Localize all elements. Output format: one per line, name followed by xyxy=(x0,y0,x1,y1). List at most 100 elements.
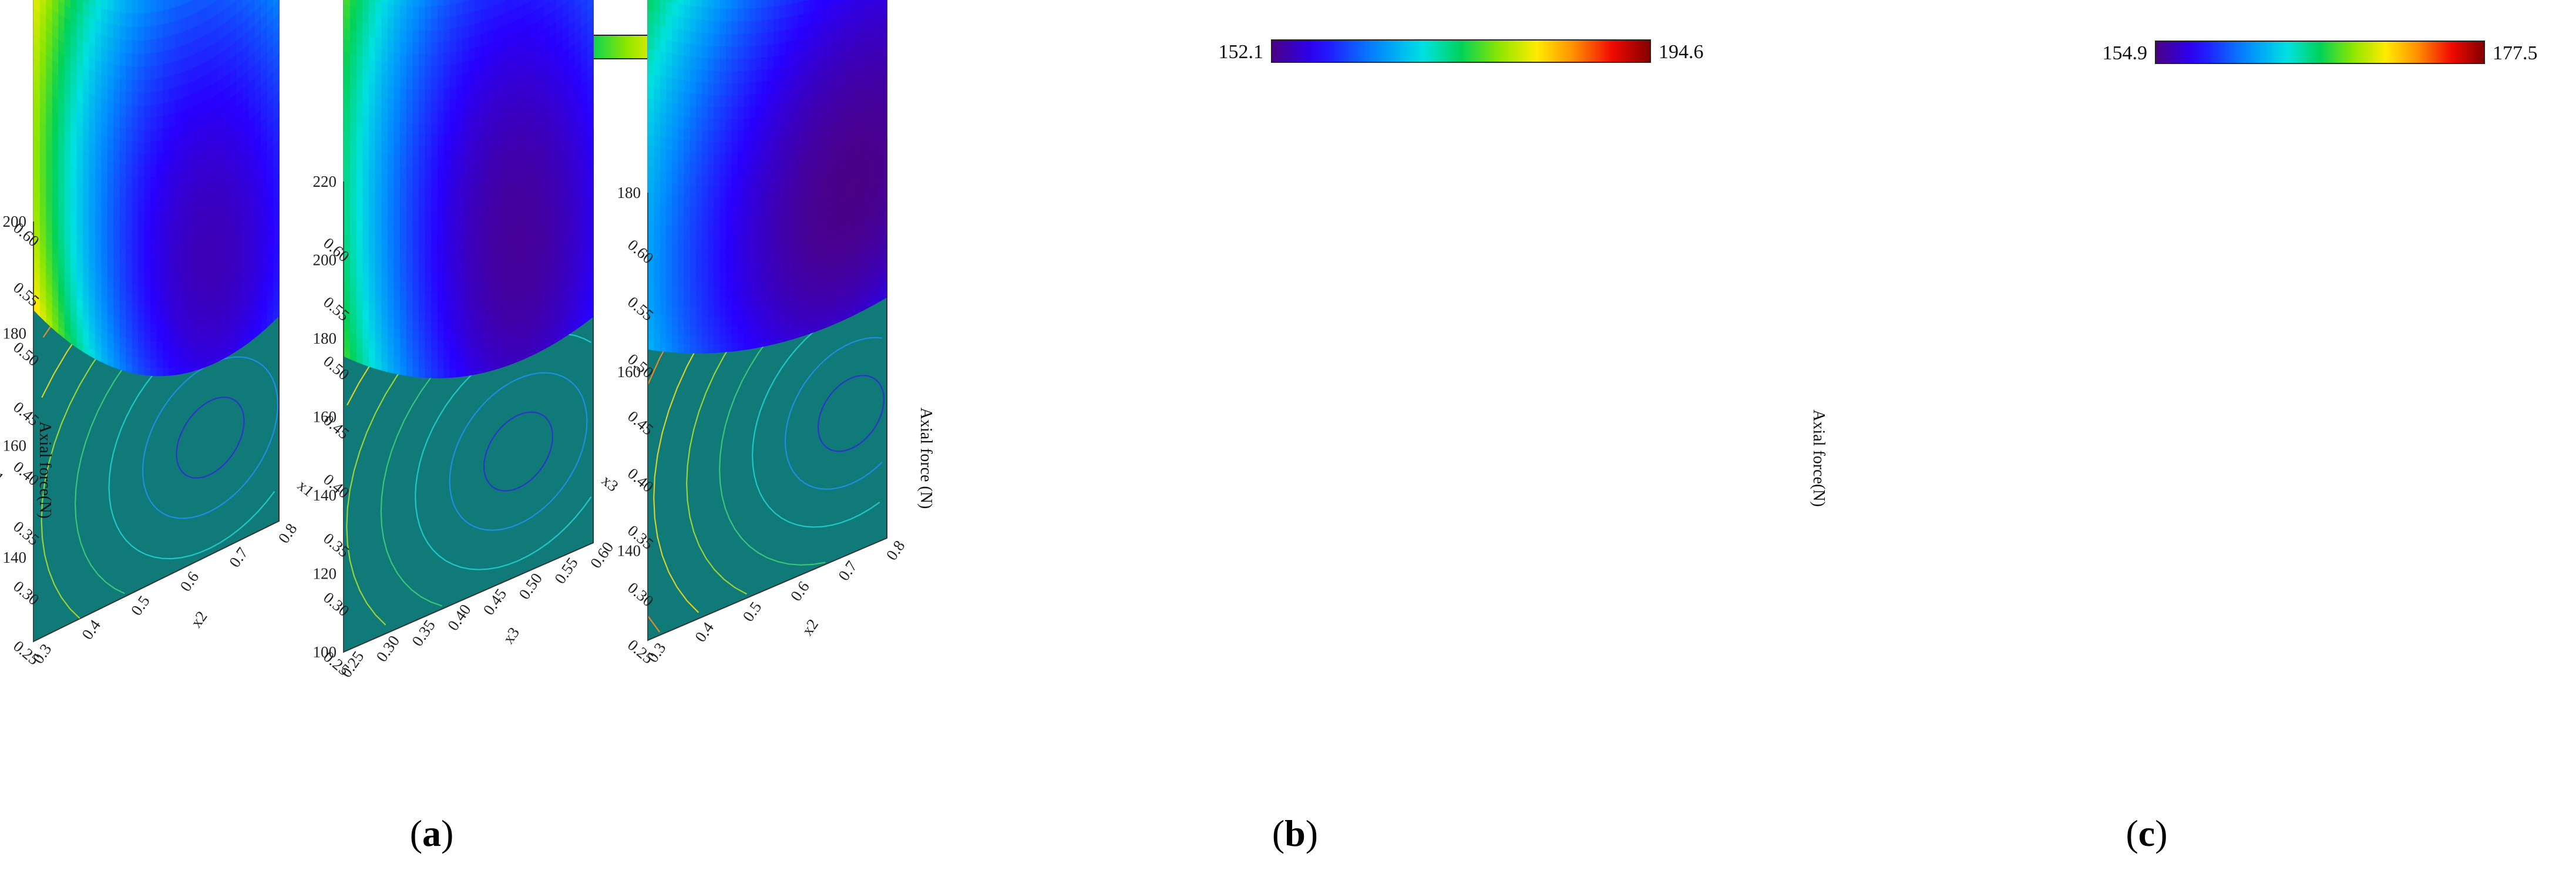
surface-cell xyxy=(150,52,157,67)
surface-cell xyxy=(106,170,114,185)
surface-cell xyxy=(671,65,678,80)
surface-cell xyxy=(455,186,463,199)
surface-cell xyxy=(474,33,482,48)
panel-label: (a) xyxy=(410,812,454,854)
surface-cell xyxy=(755,265,762,277)
surface-cell xyxy=(455,320,463,331)
surface-cell xyxy=(695,174,702,187)
surface-cell xyxy=(462,279,469,291)
surface-cell xyxy=(156,232,163,244)
surface-cell xyxy=(659,332,666,343)
surface-cell xyxy=(665,159,672,173)
surface-cell xyxy=(412,167,419,179)
surface-cell xyxy=(399,133,406,146)
surface-cell xyxy=(468,11,475,26)
surface-cell xyxy=(405,0,413,7)
surface-cell xyxy=(405,338,413,350)
surface-cell xyxy=(58,0,65,5)
surface-cell xyxy=(137,348,144,359)
surface-cell xyxy=(174,172,181,186)
colorbar xyxy=(1271,39,1651,63)
surface-cell xyxy=(707,288,714,299)
surface-cell xyxy=(162,293,169,305)
surface-cell xyxy=(399,239,406,251)
surface-cell xyxy=(683,278,690,289)
surface-cell xyxy=(95,45,102,61)
surface-cell xyxy=(701,6,708,21)
surface-cell xyxy=(677,161,684,174)
surface-cell xyxy=(143,26,150,41)
surface-cell xyxy=(659,304,666,316)
surface-cell xyxy=(671,78,678,92)
surface-cell xyxy=(449,340,456,351)
surface-cell xyxy=(455,50,463,64)
surface-cell xyxy=(449,51,456,65)
surface-cell xyxy=(701,141,708,153)
surface-cell xyxy=(695,81,702,95)
surface-cell xyxy=(815,0,822,12)
surface-cell xyxy=(362,68,369,82)
surface-cell xyxy=(424,18,432,31)
surface-cell xyxy=(137,312,144,323)
surface-cell xyxy=(137,331,144,341)
surface-cell xyxy=(671,114,678,127)
surface-cell xyxy=(695,152,702,164)
surface-cell xyxy=(785,189,792,201)
surface-cell xyxy=(773,191,780,204)
surface-cell xyxy=(374,139,382,152)
surface-cell xyxy=(850,9,857,25)
surface-cell xyxy=(826,100,833,115)
surface-cell xyxy=(424,145,432,157)
surface-cell xyxy=(418,291,425,303)
surface-cell xyxy=(695,140,702,153)
surface-cell xyxy=(785,145,792,159)
surface-cell xyxy=(826,66,833,80)
surface-cell xyxy=(779,297,786,309)
surface-cell xyxy=(791,247,798,260)
surface-cell xyxy=(174,330,181,341)
surface-cell xyxy=(755,172,762,185)
surface-cell xyxy=(755,32,762,46)
surface-cell xyxy=(773,290,780,301)
surface-cell xyxy=(100,47,107,63)
surface-cell xyxy=(418,262,425,273)
surface-cell xyxy=(362,33,369,48)
surface-cell xyxy=(689,151,696,164)
surface-cell xyxy=(143,79,150,93)
surface-cell xyxy=(424,134,432,146)
surface-cell xyxy=(671,40,678,55)
surface-cell xyxy=(143,104,150,118)
surface-cell xyxy=(767,182,774,194)
surface-cell xyxy=(695,269,702,280)
surface-cell xyxy=(767,149,774,162)
surface-cell xyxy=(803,84,810,99)
surface-cell xyxy=(168,185,175,199)
surface-cell xyxy=(368,201,375,214)
surface-cell xyxy=(647,233,654,245)
surface-cell xyxy=(405,88,413,101)
surface-cell xyxy=(737,305,744,316)
surface-cell xyxy=(665,148,672,162)
surface-cell xyxy=(381,107,388,120)
surface-cell xyxy=(399,260,406,271)
panel-label-open: ( xyxy=(410,812,422,854)
surface-cell xyxy=(405,290,413,302)
surface-cell xyxy=(474,57,482,72)
surface-cell xyxy=(462,196,469,209)
surface-cell xyxy=(137,92,144,106)
surface-cell xyxy=(180,16,187,33)
surface-cell xyxy=(755,293,762,304)
surface-cell xyxy=(737,206,744,219)
surface-cell xyxy=(393,120,400,134)
surface-cell xyxy=(131,176,139,189)
surface-cell xyxy=(418,123,425,135)
surface-cell xyxy=(412,89,419,102)
surface-cell xyxy=(671,160,678,173)
surface-cell xyxy=(156,10,163,26)
surface-cell xyxy=(549,0,553,2)
surface-cell xyxy=(168,48,175,64)
surface-cell xyxy=(755,183,762,196)
surface-cell xyxy=(653,213,660,225)
contour-line xyxy=(176,397,245,479)
